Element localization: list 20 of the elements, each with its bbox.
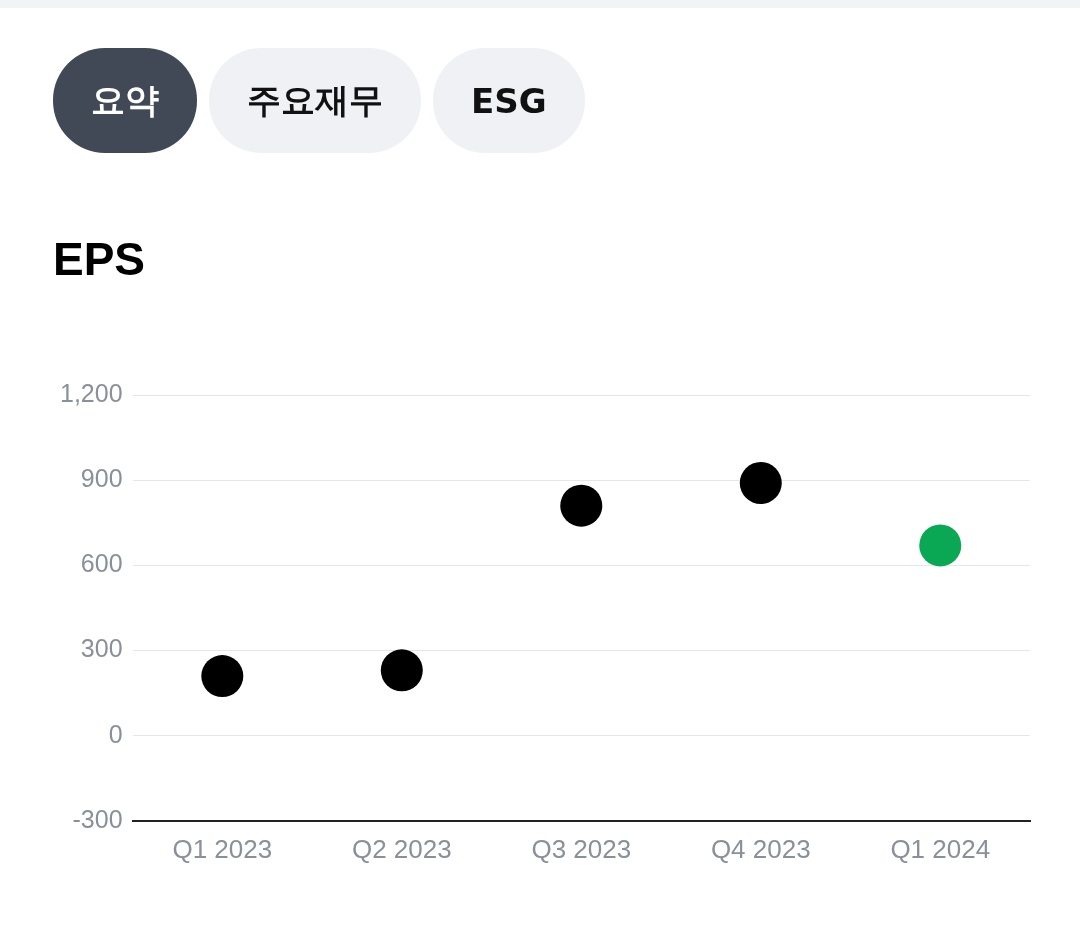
y-tick-label: 900 [80,464,123,493]
y-tick-label: 0 [108,719,123,748]
point [739,462,782,504]
y-tick-label: 600 [80,549,123,578]
x-tick-label: Q1 2023 [172,833,273,864]
x-tick-label: Q3 2023 [531,833,632,864]
x-tick-label: Q1 2024 [890,833,991,864]
y-tick-label: 300 [80,634,123,663]
x-tick-label: Q4 2023 [710,833,811,864]
y-tick-label: -300 [72,804,123,833]
point [560,484,603,527]
tab-button[interactable]: ESG [433,48,585,153]
point [380,649,423,692]
x-tick-label: Q2 2023 [351,833,452,864]
tab-button[interactable]: 요약 [53,48,197,153]
chart-title: EPS [53,232,146,286]
point [919,524,962,567]
tab-button[interactable]: 주요재무 [209,48,421,153]
y-tick-label: 1,200 [60,378,123,407]
point [201,655,244,698]
